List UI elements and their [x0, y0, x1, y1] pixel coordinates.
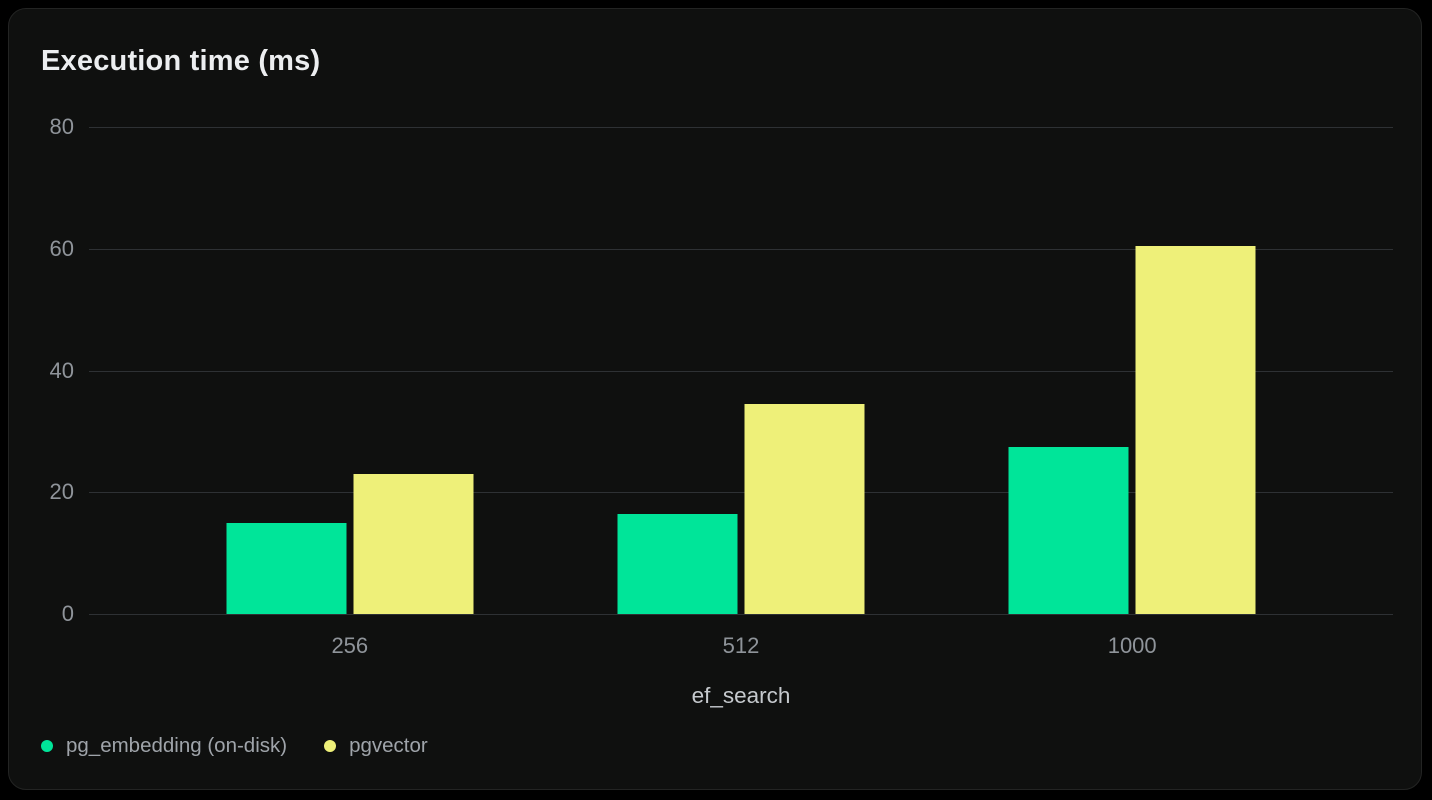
chart-title: Execution time (ms) — [41, 45, 321, 77]
legend-item-pg_embedding: pg_embedding (on-disk) — [41, 735, 287, 757]
chart-card: Execution time (ms) 0 20 40 60 80 256 512 1000 … — [8, 8, 1422, 790]
y-axis-tick-label: 0 — [61, 601, 74, 626]
gridline-y-0 — [89, 614, 1393, 615]
x-axis-tick-label: 256 — [331, 633, 369, 658]
bar-group-512 — [617, 127, 865, 614]
x-axis-title: ef_search — [691, 683, 791, 708]
legend-swatch-icon — [324, 740, 337, 752]
legend: pg_embedding (on-disk) pgvector — [41, 735, 428, 757]
x-axis-tick-label: 1000 — [1107, 633, 1157, 658]
y-axis-tick-label: 20 — [49, 479, 74, 505]
gridline-y-40 — [89, 370, 1393, 372]
bar-pg_embedding-512 — [617, 513, 738, 614]
bar-pg_embedding-1000 — [1008, 446, 1129, 614]
y-axis-tick-label: 80 — [49, 114, 74, 139]
y-axis-tick-label: 40 — [49, 357, 74, 383]
legend-swatch-icon — [41, 740, 53, 752]
bar-pgvector-1000 — [1135, 245, 1256, 614]
legend-item-pgvector: pgvector — [324, 735, 428, 757]
plot-area: 0 20 40 60 80 256 512 1000 — [50, 116, 1393, 657]
gridline-y-80 — [89, 127, 1393, 128]
gridline-y-60 — [89, 248, 1393, 250]
bar-pgvector-512 — [744, 403, 865, 614]
legend-label: pgvector — [349, 734, 428, 757]
legend-label: pg_embedding (on-disk) — [66, 734, 288, 757]
bar-pgvector-256 — [353, 474, 474, 614]
gridline-y-20 — [89, 492, 1393, 494]
y-axis-tick-label: 60 — [49, 235, 74, 261]
bar-pg_embedding-256 — [226, 522, 347, 614]
bar-group-1000 — [1008, 127, 1256, 614]
bar-group-256 — [226, 127, 474, 614]
x-axis-tick-label: 512 — [722, 633, 760, 658]
